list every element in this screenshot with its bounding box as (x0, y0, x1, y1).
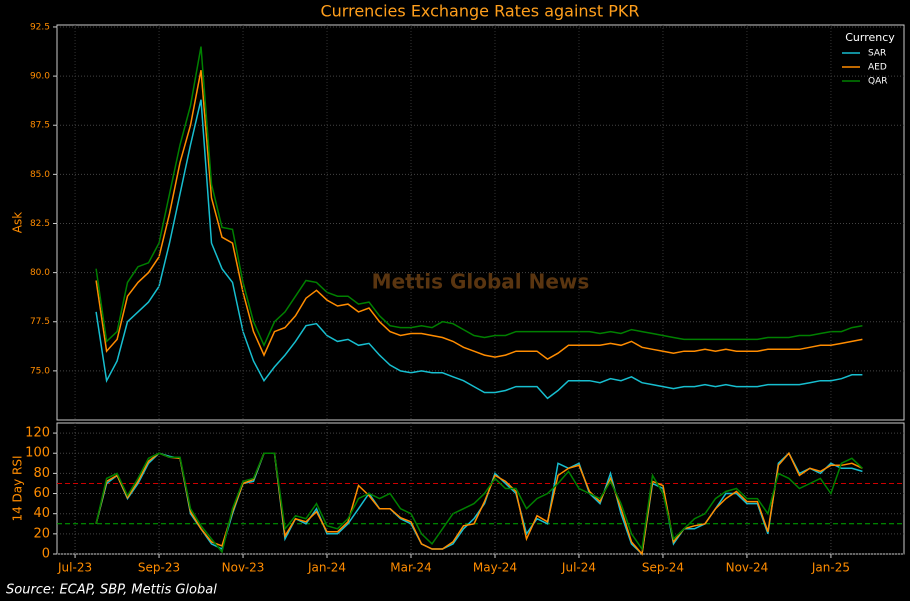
y-tick-label: 77.5 (30, 317, 50, 327)
x-tick-label: Sep-24 (642, 561, 684, 575)
x-tick-label: Jul-23 (57, 561, 92, 575)
source-note: Source: ECAP, SBP, Mettis Global (6, 583, 217, 598)
series-line (95, 99, 863, 400)
y-tick-label: 80 (33, 466, 50, 481)
y-axis-label: Ask (11, 212, 25, 233)
series-line (95, 70, 863, 360)
plot-frame (56, 24, 905, 421)
legend-title: Currency (845, 31, 895, 44)
legend-label: SAR (868, 49, 886, 59)
y-tick-label: 20 (33, 526, 50, 541)
y-tick-label: 87.5 (30, 121, 50, 131)
y-tick-label: 85.0 (30, 170, 50, 180)
y-tick-label: 75.0 (30, 366, 50, 376)
y-tick-label: 92.5 (30, 22, 50, 32)
x-tick-label: Nov-23 (222, 561, 265, 575)
series-line (95, 46, 863, 348)
x-tick-label: Sep-23 (138, 561, 180, 575)
y-tick-label: 0 (42, 547, 50, 562)
x-tick-label: Jan-24 (307, 561, 346, 575)
legend-label: AED (868, 63, 887, 73)
watermark: Mettis Global News (372, 270, 590, 294)
y-tick-label: 90.0 (30, 72, 50, 82)
y-tick-label: 120 (25, 426, 50, 441)
y-axis-label: 14 Day RSI (11, 455, 25, 521)
x-tick-label: Jul-24 (561, 561, 596, 575)
y-tick-label: 60 (33, 486, 50, 501)
y-tick-label: 40 (33, 506, 50, 521)
series-line (95, 451, 863, 556)
plot-frame (56, 422, 905, 555)
y-tick-label: 82.5 (30, 219, 50, 229)
x-tick-label: May-24 (473, 561, 517, 575)
series-line (95, 452, 863, 554)
y-tick-label: 100 (25, 446, 50, 461)
x-tick-label: Mar-24 (390, 561, 431, 575)
y-tick-label: 80.0 (30, 268, 50, 278)
legend-label: QAR (868, 77, 888, 87)
chart-title: Currencies Exchange Rates against PKR (320, 2, 639, 21)
x-tick-label: Nov-24 (726, 561, 769, 575)
x-tick-label: Jan-25 (811, 561, 850, 575)
